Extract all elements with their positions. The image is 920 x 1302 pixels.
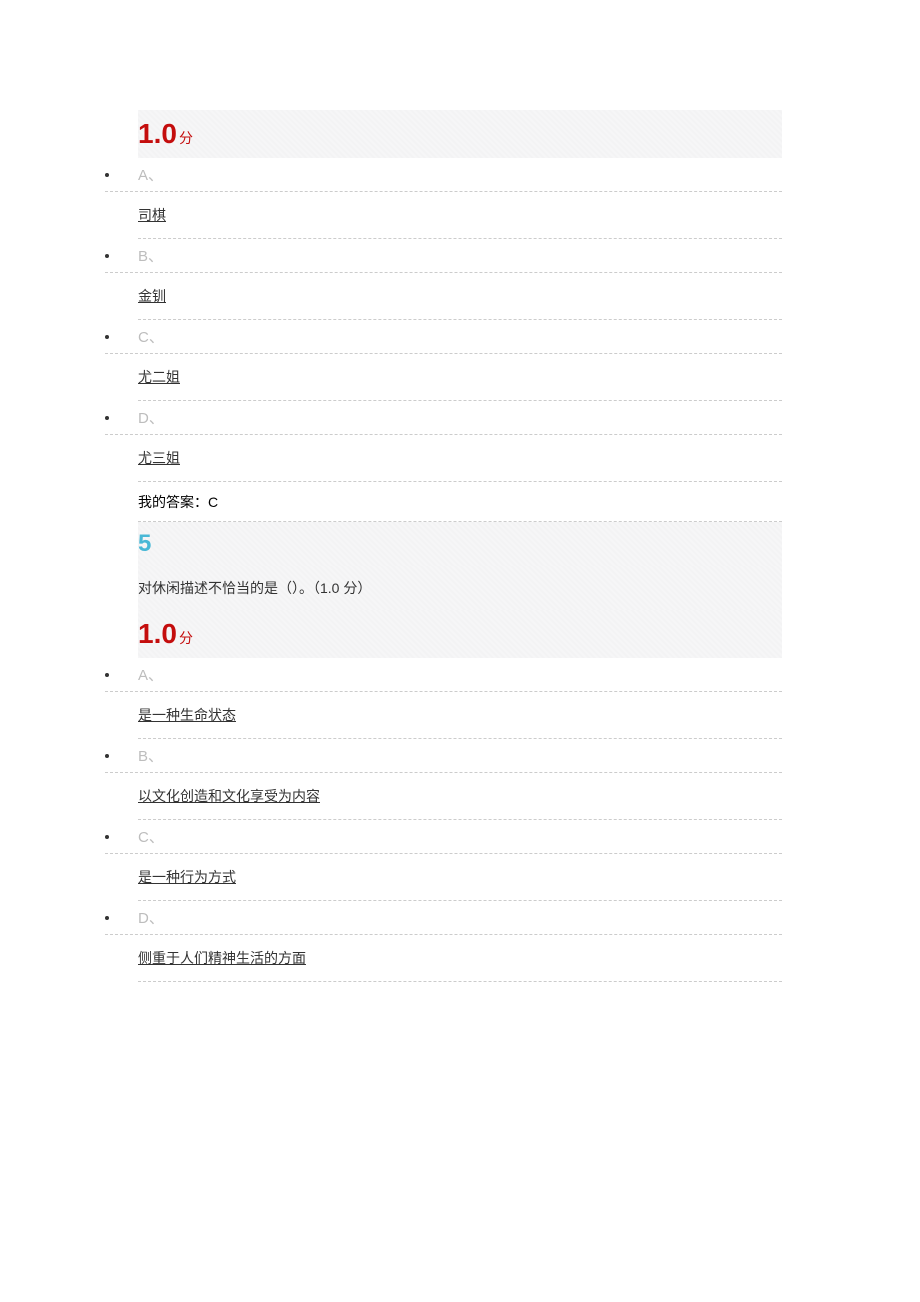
q4-score-bar: 1.0 分	[138, 110, 782, 158]
q5-number-bar: 5	[138, 522, 782, 566]
q4-option-c-letter: C、	[138, 326, 164, 347]
q5-option-a-text: 是一种生命状态	[138, 705, 236, 725]
q4-answer-label: 我的答案：	[138, 492, 208, 512]
q4-option-a-text: 司棋	[138, 205, 166, 225]
q4-option-c-text-row: 尤二姐	[138, 354, 782, 401]
bullet-icon	[105, 916, 109, 920]
q5-score-bar: 1.0 分	[138, 610, 782, 658]
bullet-icon	[105, 673, 109, 677]
q5-option-d-text: 侧重于人们精神生活的方面	[138, 948, 306, 968]
q5-option-a-text-row: 是一种生命状态	[138, 692, 782, 739]
q4-option-b-text: 金钏	[138, 286, 166, 306]
q4-option-a-text-row: 司棋	[138, 192, 782, 239]
q4-option-b-row[interactable]: B、	[105, 239, 782, 273]
q5-option-b-text-row: 以文化创造和文化享受为内容	[138, 773, 782, 820]
q4-option-d-row[interactable]: D、	[105, 401, 782, 435]
q5-option-c-text-row: 是一种行为方式	[138, 854, 782, 901]
quiz-page: 1.0 分 A、 司棋 B、 金钏 C、 尤二姐 D、 尤三姐	[0, 0, 920, 982]
q4-option-b-text-row: 金钏	[138, 273, 782, 320]
q4-option-d-letter: D、	[138, 407, 164, 428]
q4-option-d-text: 尤三姐	[138, 448, 180, 468]
q4-score-unit: 分	[179, 128, 193, 148]
q5-option-b-letter: B、	[138, 745, 163, 766]
bullet-icon	[105, 754, 109, 758]
q5-option-d-letter: D、	[138, 907, 164, 928]
q5-score-unit: 分	[179, 628, 193, 648]
bullet-icon	[105, 335, 109, 339]
q4-option-b-letter: B、	[138, 245, 163, 266]
q5-option-d-text-row: 侧重于人们精神生活的方面	[138, 935, 782, 982]
q5-option-c-text: 是一种行为方式	[138, 867, 236, 887]
bullet-icon	[105, 254, 109, 258]
q5-option-b-text: 以文化创造和文化享受为内容	[138, 786, 320, 806]
q5-question-text: 对休闲描述不恰当的是（）。（1.0 分）	[138, 578, 371, 598]
q4-option-a-letter: A、	[138, 164, 163, 185]
q4-option-c-row[interactable]: C、	[105, 320, 782, 354]
bullet-icon	[105, 416, 109, 420]
q4-option-a-row[interactable]: A、	[105, 158, 782, 192]
q5-score-value: 1.0	[138, 610, 177, 658]
bullet-icon	[105, 835, 109, 839]
q4-option-c-text: 尤二姐	[138, 367, 180, 387]
q5-option-c-letter: C、	[138, 826, 164, 847]
q5-option-a-row[interactable]: A、	[105, 658, 782, 692]
q5-options: A、 是一种生命状态 B、 以文化创造和文化享受为内容 C、 是一种行为方式 D…	[0, 658, 920, 982]
q4-option-d-text-row: 尤三姐	[138, 435, 782, 482]
q5-question-bar: 对休闲描述不恰当的是（）。（1.0 分）	[138, 566, 782, 610]
bullet-icon	[105, 173, 109, 177]
q5-option-b-row[interactable]: B、	[105, 739, 782, 773]
q4-answer-row: 我的答案： C	[138, 482, 782, 522]
q4-answer-value: C	[208, 494, 218, 510]
q5-option-a-letter: A、	[138, 664, 163, 685]
q4-score-value: 1.0	[138, 110, 177, 158]
q5-number: 5	[138, 530, 151, 558]
q5-option-d-row[interactable]: D、	[105, 901, 782, 935]
q5-option-c-row[interactable]: C、	[105, 820, 782, 854]
q4-options: A、 司棋 B、 金钏 C、 尤二姐 D、 尤三姐	[0, 158, 920, 482]
